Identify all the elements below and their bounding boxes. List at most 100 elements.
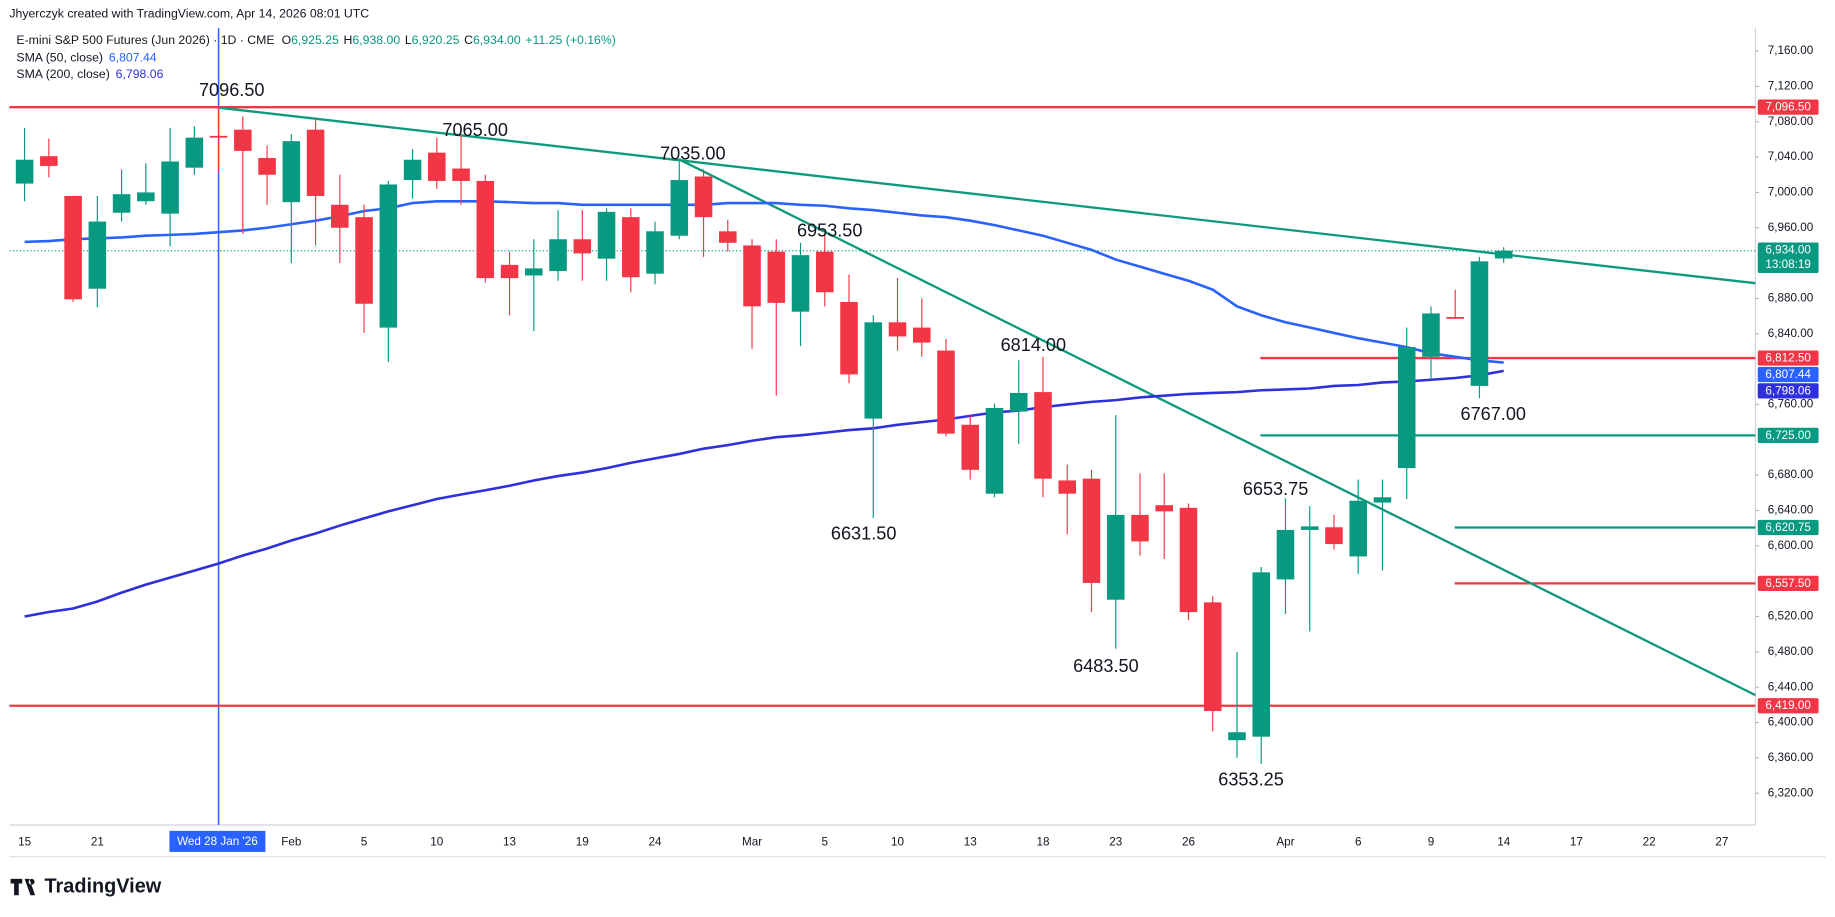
candle-body <box>694 176 713 218</box>
candle-body <box>815 251 834 293</box>
price-axis-box <box>1757 427 1819 443</box>
sma-legend: SMA (200, close) 6,798.06 <box>16 67 163 81</box>
sma-value: 6,798.06 <box>116 67 164 81</box>
candle-body <box>258 157 276 175</box>
x-tick-label: 5 <box>361 836 368 849</box>
candle-body <box>1106 514 1125 600</box>
candle-body <box>1446 316 1464 319</box>
ohlc-value: 6,920.25 <box>412 33 460 47</box>
price-axis-label: 6,807.44 <box>1765 368 1811 381</box>
x-tick-label: 22 <box>1643 836 1656 849</box>
y-tick-label: 6,840.00 <box>1768 327 1814 340</box>
candle-body <box>64 195 82 300</box>
crosshair-label-box <box>169 830 266 852</box>
x-tick-label: 23 <box>1109 836 1122 849</box>
price-axis-box <box>1757 698 1819 714</box>
candle-body <box>1397 347 1416 469</box>
y-tick-label: 6,360.00 <box>1768 751 1814 764</box>
candle-body <box>622 217 640 278</box>
ohlc-value: 6,938.00 <box>352 33 400 47</box>
candle-body <box>1082 478 1101 583</box>
y-tick-label: 7,080.00 <box>1768 115 1814 128</box>
candle-body <box>791 255 810 312</box>
candle-body <box>1373 497 1392 503</box>
candle-body <box>209 135 228 138</box>
candle-body <box>306 129 325 196</box>
change: +11.25 (+0.16%) <box>525 33 615 47</box>
x-tick-label: 14 <box>1497 836 1511 849</box>
price-axis-box <box>1757 350 1819 366</box>
candle-body <box>1203 602 1222 712</box>
brand-logo: TradingView <box>10 875 162 897</box>
candle-body <box>137 192 155 202</box>
candle-body <box>112 194 131 213</box>
candle-body <box>549 239 567 272</box>
y-tick-label: 6,760.00 <box>1768 398 1814 411</box>
ohlc-value: 6,934.00 <box>473 33 521 47</box>
candle-body <box>573 239 592 254</box>
candle-body <box>937 350 955 434</box>
price-axis-label: 6,557.50 <box>1765 577 1811 590</box>
candle-body <box>355 217 373 304</box>
ohlc-key: L <box>405 33 412 47</box>
candle-body <box>282 141 301 203</box>
sma-legend: SMA (50, close) 6,807.44 <box>16 51 156 65</box>
ohlc-key: H <box>344 33 353 47</box>
y-tick-label: 6,960.00 <box>1768 221 1814 234</box>
x-tick-label: 13 <box>964 836 977 849</box>
annotation: 6631.50 <box>831 524 897 544</box>
y-tick-label: 6,480.00 <box>1768 645 1814 658</box>
candle-body <box>1252 572 1270 737</box>
price-axis-label: 6,620.75 <box>1765 521 1811 534</box>
candle-body <box>1155 505 1174 512</box>
x-tick-label: 13 <box>503 836 516 849</box>
candle-body <box>1228 732 1246 741</box>
candle-body <box>40 156 58 166</box>
y-tick-label: 7,040.00 <box>1768 150 1814 163</box>
candle-body <box>1470 261 1489 386</box>
candle-body <box>476 180 495 279</box>
candle-body <box>452 168 470 181</box>
price-axis-label: 6,798.06 <box>1765 384 1810 397</box>
price-axis-box <box>1757 242 1819 273</box>
candle-body <box>985 407 1004 494</box>
candle-body <box>767 251 786 303</box>
y-tick-label: 6,880.00 <box>1768 292 1814 305</box>
candle-body <box>88 221 107 289</box>
annotation: 6483.50 <box>1073 656 1139 676</box>
trendline <box>678 158 1756 697</box>
x-tick-label: 9 <box>1428 836 1435 849</box>
x-tick-label: 19 <box>576 836 589 849</box>
price-axis-box <box>1757 383 1819 399</box>
price-axis-box <box>1757 575 1819 591</box>
candle-body <box>1009 392 1028 412</box>
candle-body <box>1422 313 1440 357</box>
candle-body <box>161 161 179 214</box>
y-tick-label: 6,600.00 <box>1768 539 1814 552</box>
price-axis-label: 6,725.00 <box>1765 429 1811 442</box>
y-tick-label: 6,400.00 <box>1768 716 1814 729</box>
candle-body <box>1058 480 1077 494</box>
price-axis-label: 6,812.50 <box>1765 352 1811 365</box>
x-tick-label: 10 <box>891 836 905 849</box>
annotation: 6653.75 <box>1243 479 1309 499</box>
ohlc-key: O <box>282 33 292 47</box>
candle-body <box>719 231 737 243</box>
x-tick-label: 10 <box>430 836 444 849</box>
candle-body <box>234 129 252 151</box>
price-axis-label: 13:08:19 <box>1765 258 1810 271</box>
candle-body <box>670 180 689 236</box>
y-tick-label: 7,000.00 <box>1768 186 1814 199</box>
candle-body <box>912 327 931 343</box>
x-tick-label: 15 <box>18 836 32 849</box>
annotation: 6767.00 <box>1460 404 1526 424</box>
candle-body <box>1300 526 1319 530</box>
ohlc-key: C <box>464 33 473 47</box>
candle-body <box>1034 392 1052 479</box>
candle-body <box>840 301 858 375</box>
x-tick-label: Mar <box>742 836 762 849</box>
y-tick-label: 6,440.00 <box>1768 680 1814 693</box>
